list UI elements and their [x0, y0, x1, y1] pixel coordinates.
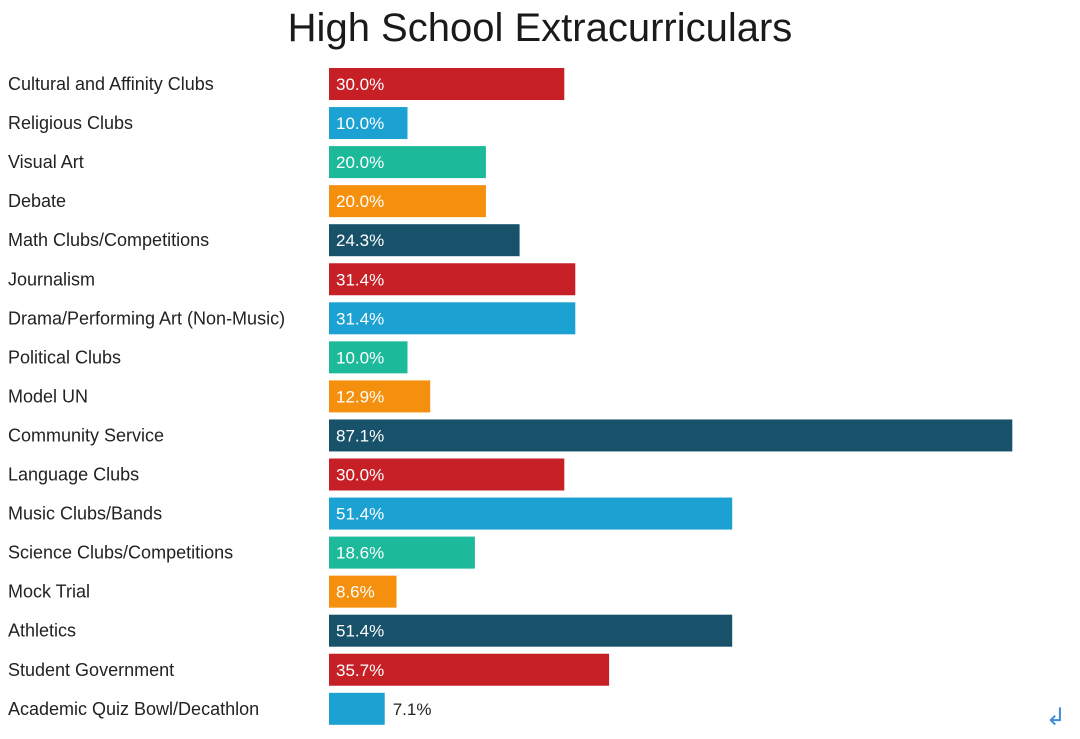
category-label: Athletics [8, 621, 76, 641]
category-label: Visual Art [8, 152, 84, 172]
category-label: Language Clubs [8, 465, 139, 485]
value-label: 51.4% [336, 622, 384, 641]
bar [329, 536, 475, 569]
chart-title: High School Extracurriculars [287, 6, 793, 50]
value-label: 31.4% [336, 309, 384, 328]
value-label: 31.4% [336, 270, 384, 289]
bar [329, 458, 565, 491]
bar [329, 497, 733, 530]
return-arrow-icon[interactable]: ↲ [1045, 703, 1066, 731]
value-label: 20.0% [336, 153, 384, 172]
bar [329, 302, 576, 335]
value-label: 20.0% [336, 192, 384, 211]
bar [329, 341, 408, 374]
value-label: 7.1% [393, 700, 432, 719]
category-label: Journalism [8, 269, 95, 289]
category-label: Mock Trial [8, 582, 90, 602]
value-label: 10.0% [336, 114, 384, 133]
category-label: Drama/Performing Art (Non-Music) [8, 308, 285, 328]
value-label: 8.6% [336, 583, 375, 602]
category-label: Academic Quiz Bowl/Decathlon [8, 699, 259, 719]
bar [329, 380, 431, 413]
category-label: Model UN [8, 386, 88, 406]
bar [329, 575, 397, 608]
bar [329, 614, 733, 647]
bar [329, 224, 520, 257]
bar [329, 185, 486, 218]
value-label: 18.6% [336, 544, 384, 563]
category-label: Math Clubs/Competitions [8, 230, 209, 250]
category-label: Music Clubs/Bands [8, 504, 162, 524]
bar [329, 419, 1013, 452]
category-label: Political Clubs [8, 347, 121, 367]
value-label: 30.0% [336, 75, 384, 94]
value-label: 24.3% [336, 231, 384, 250]
value-label: 51.4% [336, 505, 384, 524]
value-label: 10.0% [336, 348, 384, 367]
category-label: Cultural and Affinity Clubs [8, 74, 214, 94]
value-label: 30.0% [336, 466, 384, 485]
bar [329, 692, 385, 725]
bar [329, 653, 610, 686]
bar [329, 263, 576, 296]
category-label: Religious Clubs [8, 113, 133, 133]
bar [329, 146, 486, 179]
bar [329, 107, 408, 140]
bar [329, 68, 565, 100]
category-label: Student Government [8, 660, 174, 680]
category-label: Community Service [8, 425, 164, 445]
category-label: Science Clubs/Competitions [8, 543, 233, 563]
value-label: 35.7% [336, 661, 384, 680]
category-label: Debate [8, 191, 66, 211]
value-label: 87.1% [336, 426, 384, 445]
value-label: 12.9% [336, 387, 384, 406]
